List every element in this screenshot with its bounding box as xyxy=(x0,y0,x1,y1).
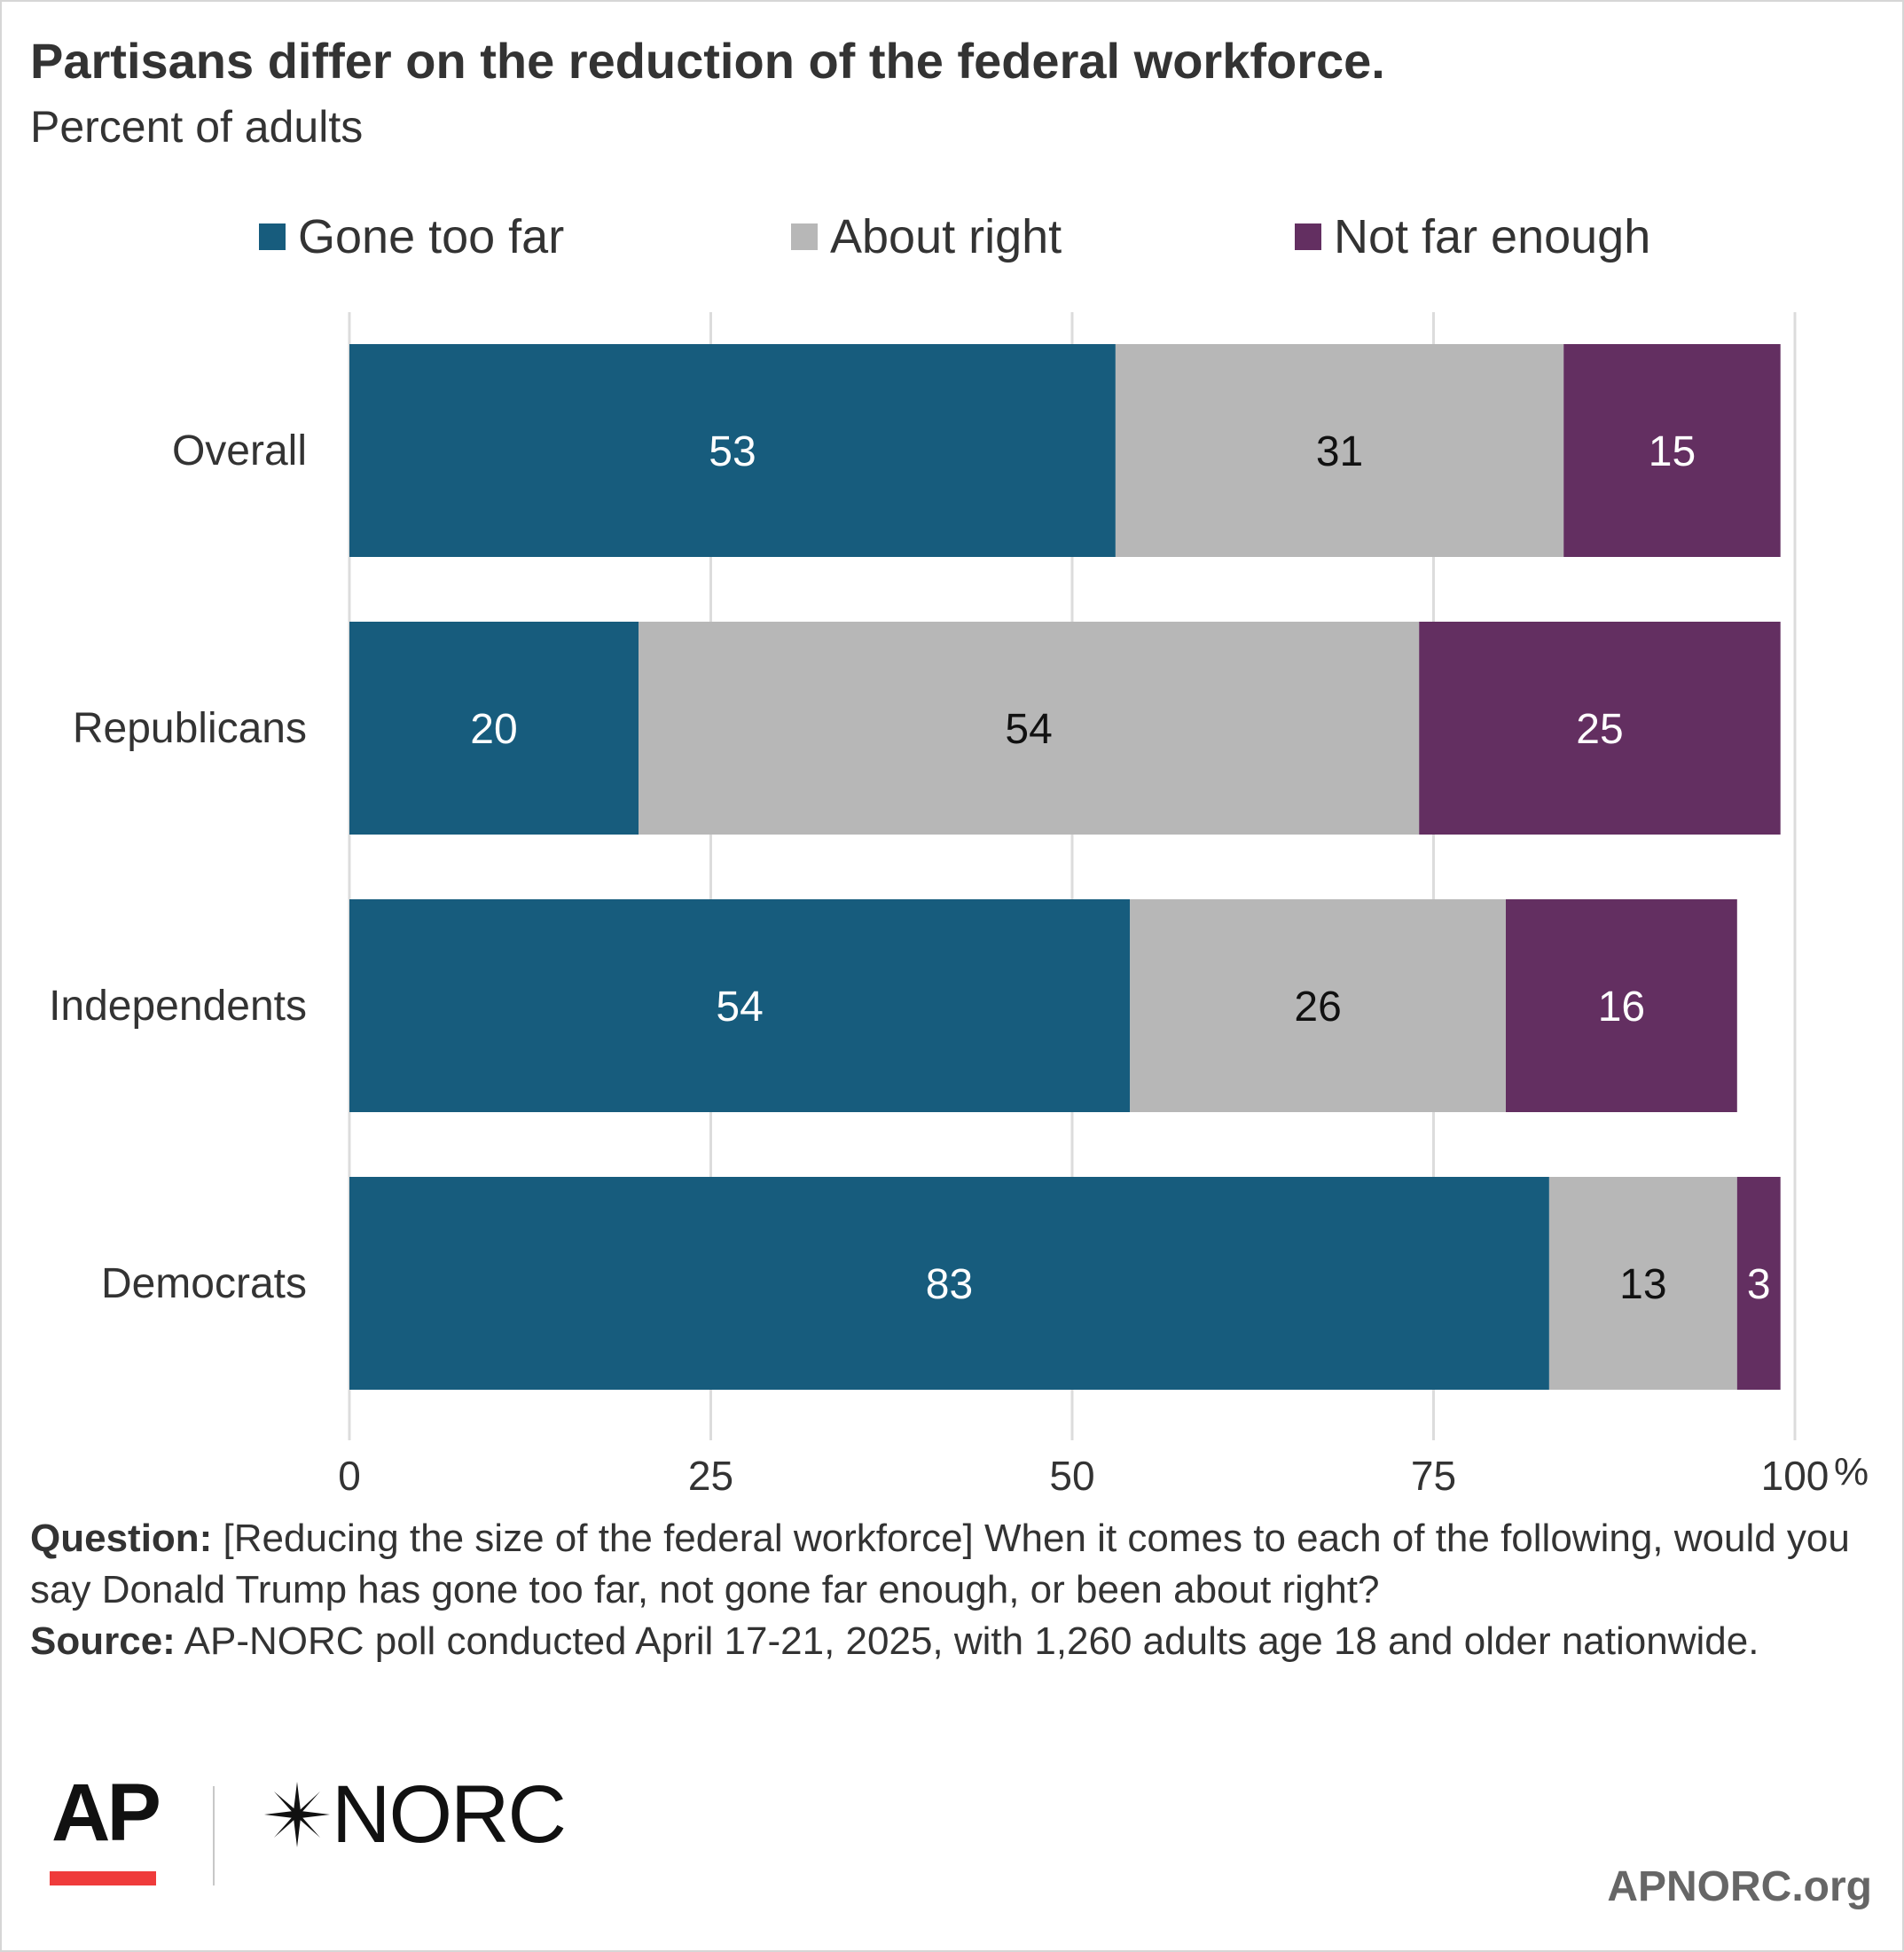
x-tick-label-50: 50 xyxy=(1049,1453,1094,1499)
question-label: Question: xyxy=(30,1517,213,1560)
legend-swatch-about-right xyxy=(791,223,818,250)
chart-title: Partisans differ on the reduction of the… xyxy=(30,33,1385,89)
data-label-overall-about-right: 31 xyxy=(1316,428,1363,475)
data-label-republicans-gone-too-far: 20 xyxy=(470,706,517,753)
data-label-republicans-about-right: 54 xyxy=(1005,706,1052,753)
category-label-overall: Overall xyxy=(172,427,307,474)
legend-swatch-gone-too-far xyxy=(259,223,286,250)
legend-swatch-not-far-enough xyxy=(1295,223,1321,250)
website-label: APNORC.org xyxy=(1607,1863,1872,1910)
data-label-democrats-about-right: 13 xyxy=(1619,1261,1666,1308)
x-axis-unit: % xyxy=(1834,1450,1869,1493)
footnote: Question: [Reducing the size of the fede… xyxy=(30,1513,1875,1667)
data-label-democrats-not-far-enough: 3 xyxy=(1747,1261,1771,1308)
logo-divider xyxy=(213,1786,215,1885)
data-label-independents-not-far-enough: 16 xyxy=(1598,984,1645,1031)
data-label-independents-about-right: 26 xyxy=(1294,984,1341,1031)
bar-republicans-gone-too-far xyxy=(349,622,639,835)
legend-item-not-far-enough: Not far enough xyxy=(1295,206,1650,268)
question-text: [Reducing the size of the federal workfo… xyxy=(30,1517,1850,1611)
legend-item-gone-too-far: Gone too far xyxy=(259,206,564,268)
bar-overall-about-right xyxy=(1115,344,1564,557)
chart-subtitle: Percent of adults xyxy=(30,102,364,152)
category-label-independents: Independents xyxy=(49,983,307,1030)
ap-logo: AP xyxy=(51,1768,161,1858)
category-label-republicans: Republicans xyxy=(73,705,307,752)
bar-overall-not-far-enough xyxy=(1563,344,1781,557)
norc-logo-text: NORC xyxy=(332,1769,567,1860)
legend-label-gone-too-far: Gone too far xyxy=(298,210,565,263)
legend-label-about-right: About right xyxy=(830,210,1062,263)
data-label-republicans-not-far-enough: 25 xyxy=(1576,706,1623,753)
bar-independents-gone-too-far xyxy=(349,899,1131,1112)
bar-democrats-gone-too-far xyxy=(349,1177,1549,1390)
x-tick-label-0: 0 xyxy=(338,1453,361,1499)
legend-item-about-right: About right xyxy=(791,206,1062,268)
bar-republicans-not-far-enough xyxy=(1419,622,1781,835)
bar-republicans-about-right xyxy=(639,622,1420,835)
data-label-overall-not-far-enough: 15 xyxy=(1649,428,1696,475)
x-tick-label-75: 75 xyxy=(1411,1453,1456,1499)
data-label-overall-gone-too-far: 53 xyxy=(709,428,756,475)
bar-overall-gone-too-far xyxy=(349,344,1116,557)
data-label-democrats-gone-too-far: 83 xyxy=(926,1261,973,1308)
bar-democrats-about-right xyxy=(1548,1177,1737,1390)
bar-democrats-not-far-enough xyxy=(1736,1177,1781,1390)
legend-label-not-far-enough: Not far enough xyxy=(1334,210,1651,263)
norc-star-icon xyxy=(264,1782,330,1847)
category-label-democrats: Democrats xyxy=(101,1260,307,1307)
source-text: AP-NORC poll conducted April 17-21, 2025… xyxy=(175,1619,1759,1663)
source-label: Source: xyxy=(30,1619,176,1663)
bar-independents-about-right xyxy=(1130,899,1506,1112)
data-label-independents-gone-too-far: 54 xyxy=(716,984,763,1031)
stacked-bar-chart: 0 25 50 75 100 % Overall 53 31 15 Republicans 20 54 2… xyxy=(49,312,1869,1499)
norc-logo: NORC xyxy=(262,1769,567,1860)
ap-logo-underline xyxy=(50,1871,156,1885)
bar-independents-not-far-enough xyxy=(1506,899,1737,1112)
x-tick-label-25: 25 xyxy=(688,1453,733,1499)
x-tick-label-100: 100 xyxy=(1761,1453,1830,1499)
legend: Gone too far About right Not far enough xyxy=(0,206,1904,268)
